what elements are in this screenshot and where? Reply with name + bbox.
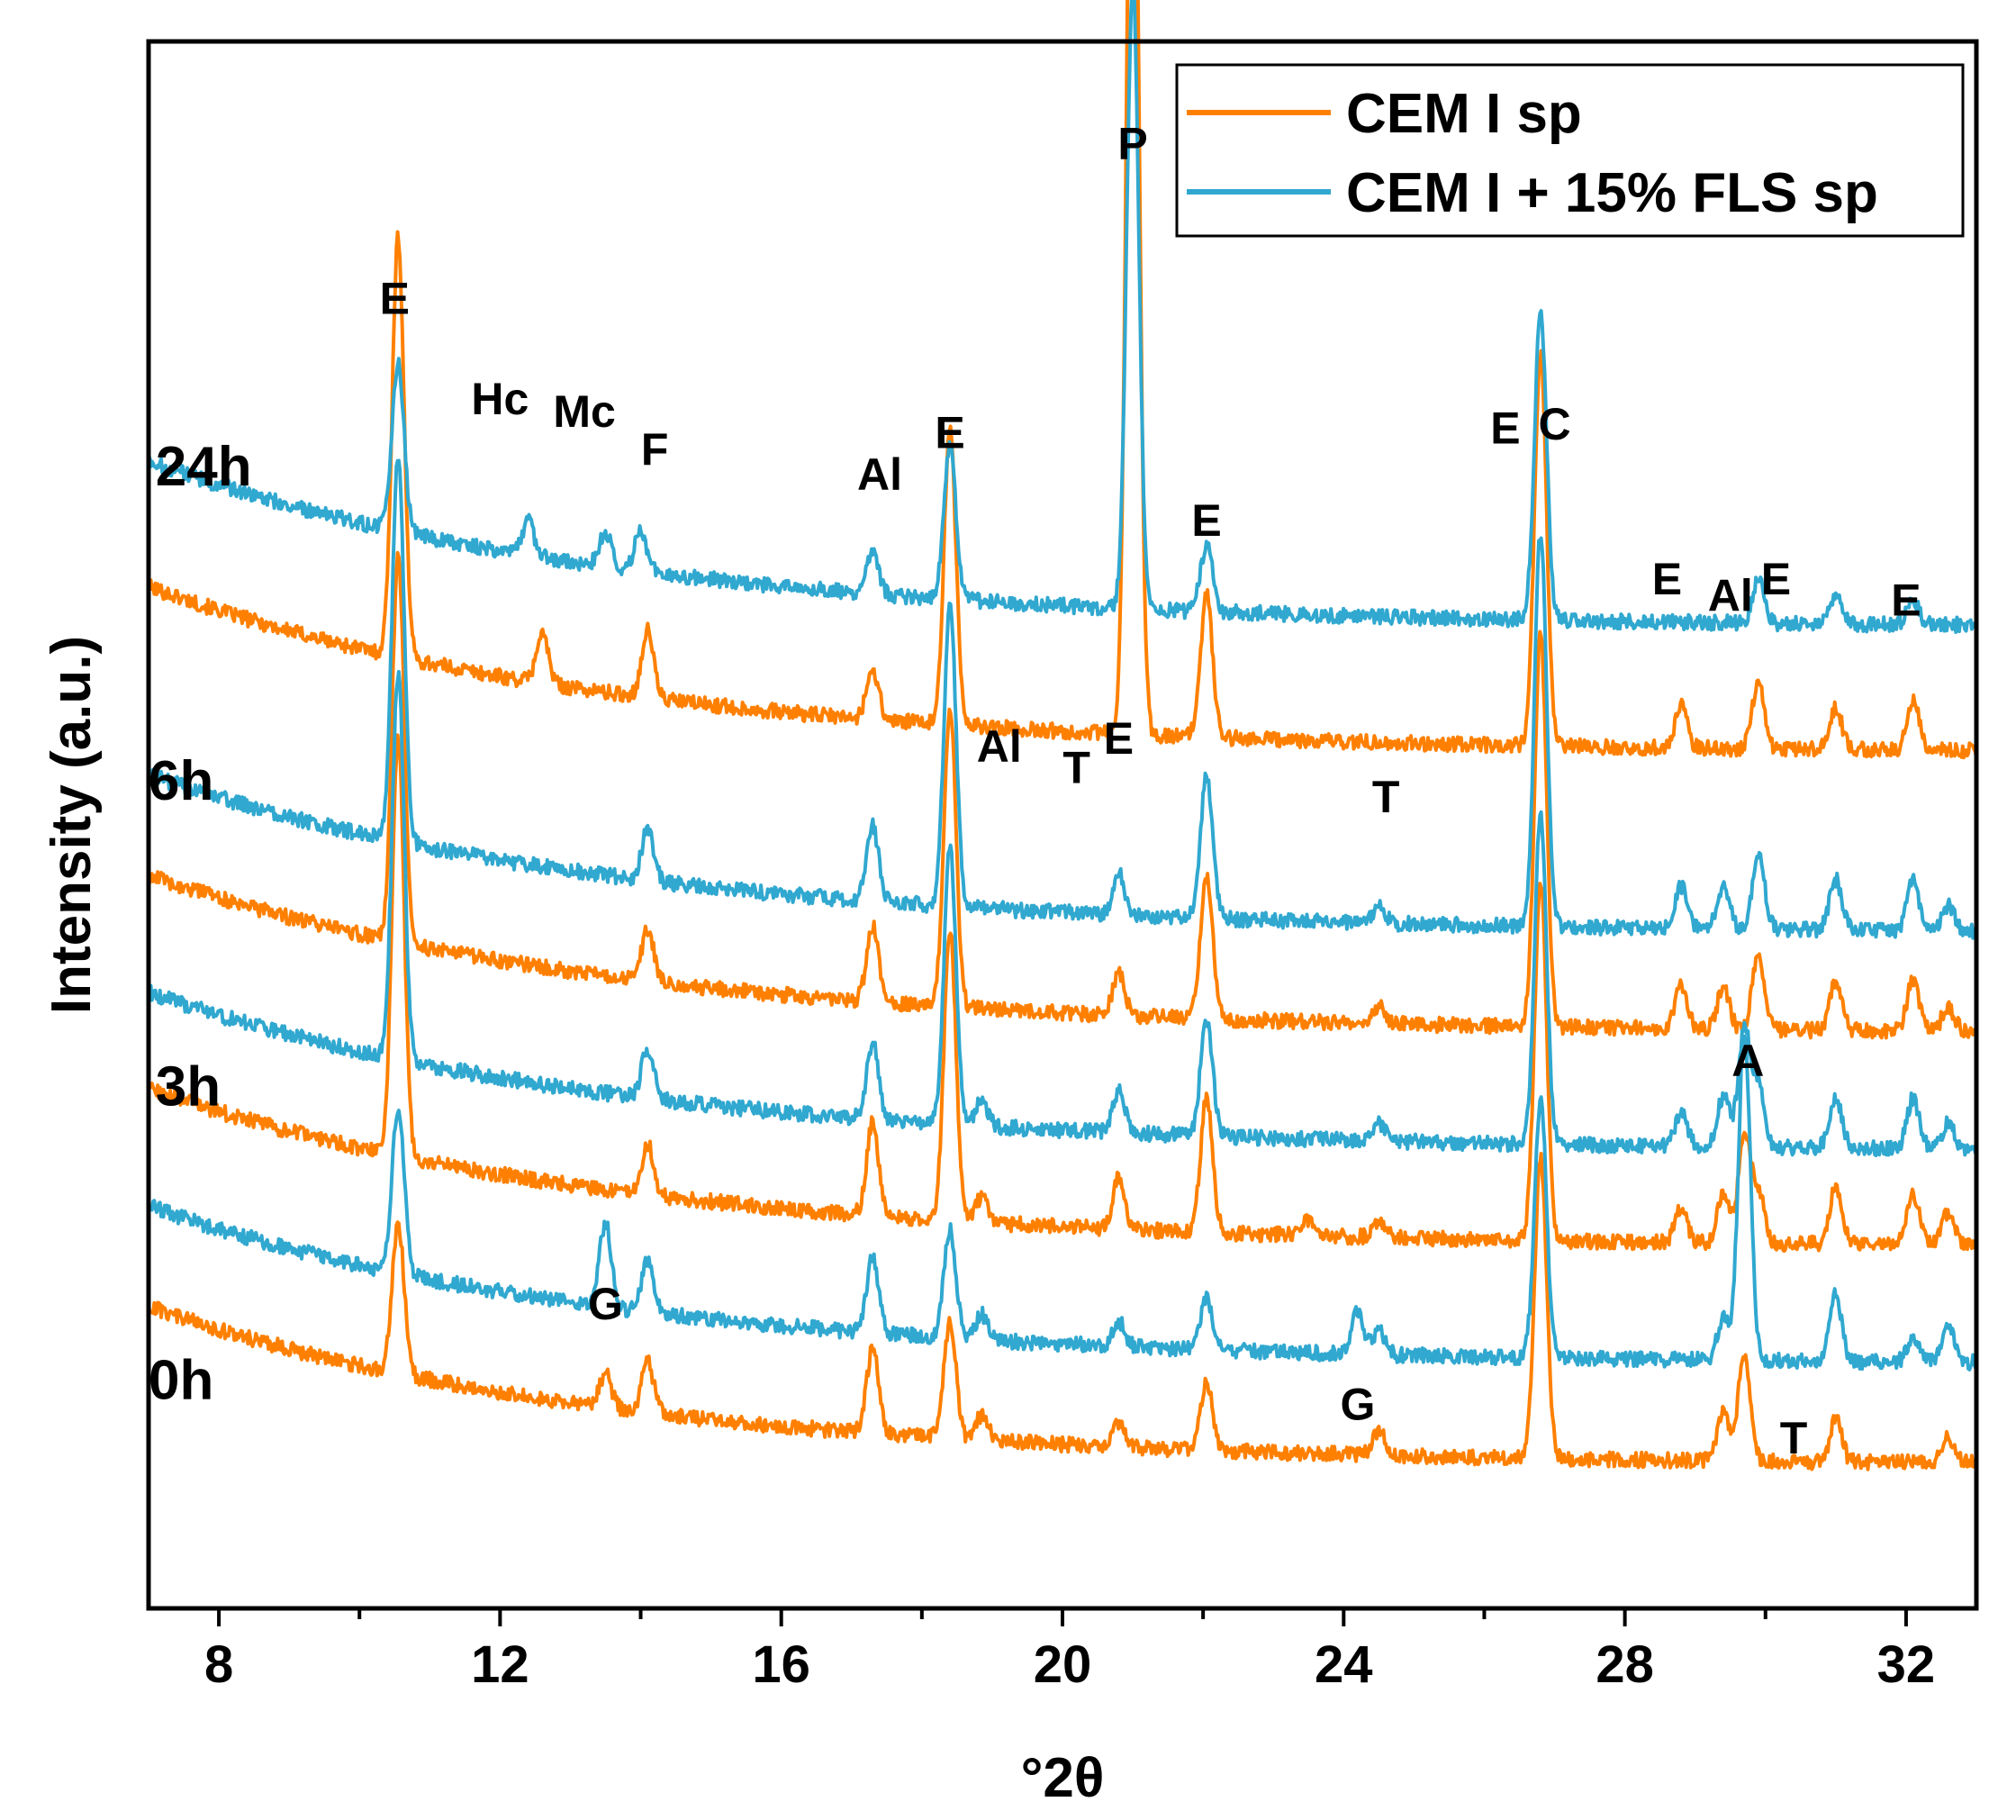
peak-label-e: E [1652, 554, 1682, 604]
x-axis-ticks [217, 1608, 1908, 1626]
legend-box [1175, 63, 1965, 238]
peak-label-mc: Mc [553, 386, 615, 437]
x-tick-label-20: 20 [1034, 1635, 1092, 1694]
series-line-cem-i-sp-24h [147, 0, 1978, 760]
x-axis-tick-labels: 8 12 16 20 24 28 32 [204, 1635, 1935, 1694]
peak-label-t: T [1372, 772, 1400, 822]
peak-label-t: T [1780, 1413, 1808, 1463]
peak-label-e: E [1761, 554, 1791, 604]
legend-label-cem-i-fls: CEM I + 15% FLS sp [1346, 162, 1878, 224]
peak-label-p: P [1117, 118, 1147, 168]
series-line-cem-i-15-fls-sp-24h [147, 0, 1978, 634]
series-line-cem-i-15-fls-sp-6h [147, 458, 1978, 940]
x-tick-label-16: 16 [752, 1635, 810, 1694]
peak-label-e: E [1191, 495, 1221, 546]
peak-label-e: E [935, 407, 964, 457]
x-tick-label-12: 12 [471, 1635, 529, 1694]
legend-label-cem-i-sp: CEM I sp [1346, 83, 1582, 145]
time-label-3h: 3h [156, 1056, 221, 1118]
series-layer [147, 0, 1978, 1471]
peak-label-e: E [380, 273, 410, 323]
time-labels: 24h 6h 3h 0h [149, 436, 252, 1411]
peak-label-f: F [641, 424, 669, 475]
series-line-cem-i-sp-0h [147, 1152, 1978, 1471]
series-line-cem-i-sp-3h [148, 733, 1978, 1253]
time-label-6h: 6h [149, 750, 213, 812]
time-label-0h: 0h [149, 1349, 213, 1411]
x-axis-title: °2θ [1021, 1747, 1105, 1809]
x-tick-label-28: 28 [1596, 1635, 1654, 1694]
peak-label-e: E [1891, 575, 1921, 625]
peak-label-al: Al [977, 721, 1022, 772]
peak-label-a: A [1731, 1036, 1764, 1086]
peak-label-g: G [1340, 1380, 1375, 1430]
series-line-cem-i-15-fls-sp-3h [147, 669, 1978, 1157]
legend: CEM I sp CEM I + 15% FLS sp [1175, 63, 1965, 238]
peak-label-al: Al [857, 449, 902, 500]
x-tick-label-8: 8 [204, 1635, 233, 1694]
x-tick-label-24: 24 [1315, 1635, 1373, 1694]
peak-label-c: C [1538, 399, 1570, 449]
peak-label-t: T [1062, 742, 1090, 792]
peak-label-e: E [1104, 713, 1134, 764]
x-tick-label-32: 32 [1877, 1635, 1936, 1694]
peak-label-hc: Hc [471, 374, 529, 424]
peak-label-al: Al [1708, 571, 1753, 621]
peak-label-e: E [1490, 403, 1520, 454]
y-axis-title: Intensity (a.u.) [41, 636, 103, 1014]
time-label-24h: 24h [156, 436, 252, 498]
series-line-cem-i-15-fls-sp-0h [147, 1034, 1978, 1372]
peak-label-g: G [588, 1279, 623, 1329]
series-line-cem-i-sp-6h [147, 550, 1977, 1040]
